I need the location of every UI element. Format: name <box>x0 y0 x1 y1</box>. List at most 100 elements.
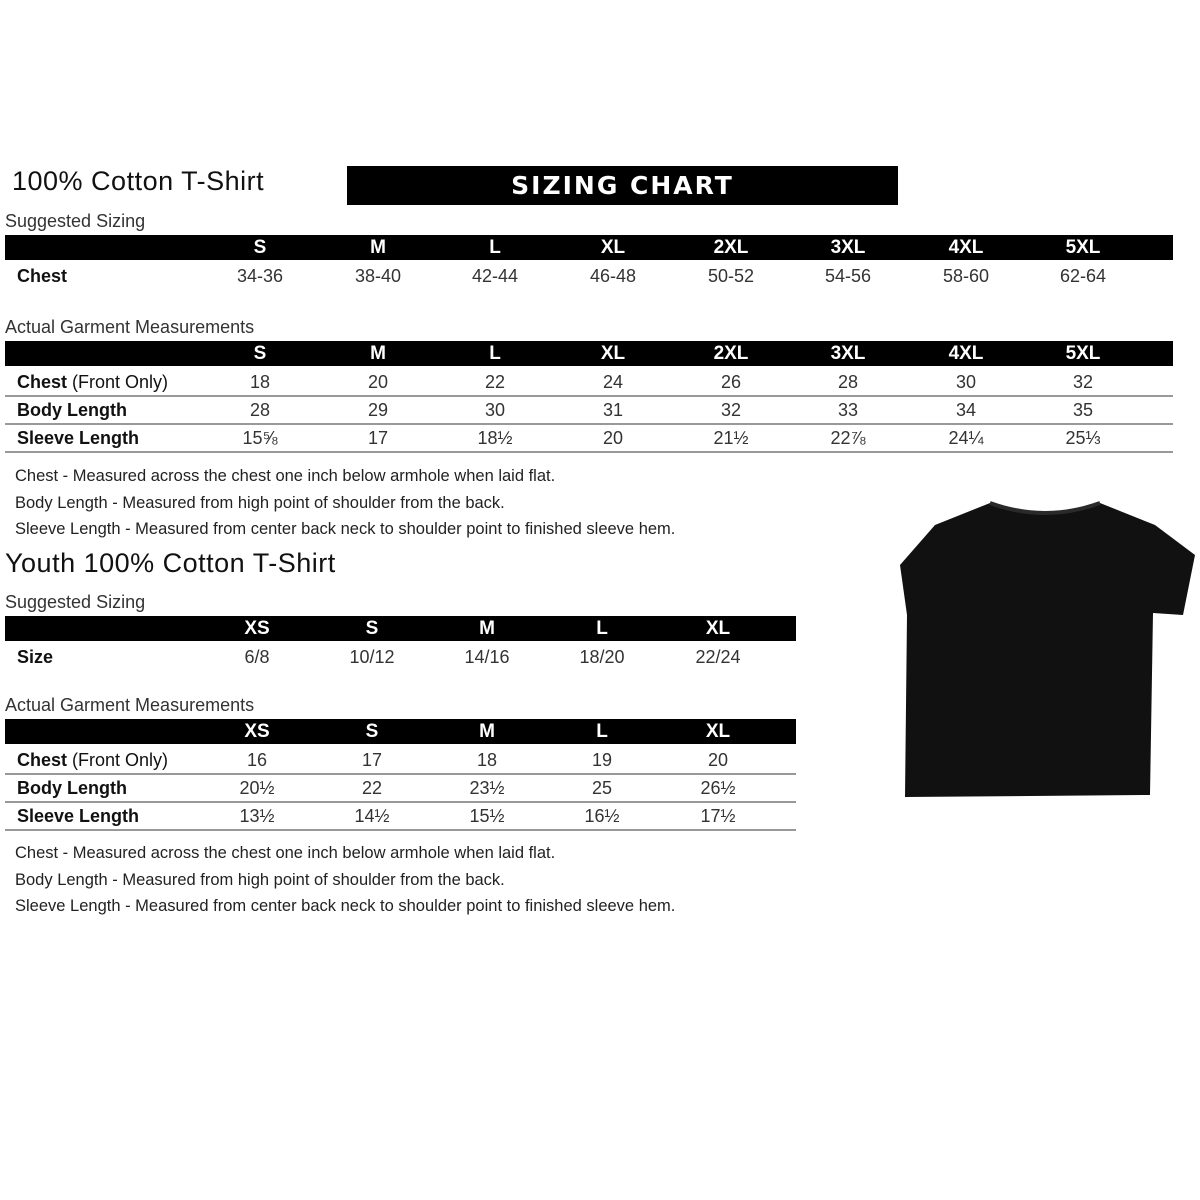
table-cell: 17 <box>361 750 383 770</box>
table-cell: 20½ <box>239 778 275 798</box>
table-cell: 20 <box>367 372 389 392</box>
table-cell: 23½ <box>469 778 505 798</box>
table-cell: 18 <box>476 750 498 770</box>
size-header: 3XL <box>830 343 866 364</box>
size-header: XL <box>705 618 731 639</box>
table-cell: 22/24 <box>695 647 741 667</box>
size-header: XL <box>705 721 731 742</box>
measurement-note: Chest - Measured across the chest one in… <box>15 467 556 485</box>
table-row: Sleeve Length 15⅝ 17 18½ 20 21½ 22⅞ 24¼ 25⅓ <box>5 424 1173 452</box>
size-header-bar: S M L XL 2XL 3XL 4XL 5XL <box>5 235 1173 260</box>
size-header: L <box>489 237 501 258</box>
size-header: M <box>479 721 495 742</box>
row-label-suffix: (Front Only) <box>67 750 169 770</box>
size-header: 2XL <box>713 343 749 364</box>
table-cell: 58-60 <box>942 266 990 286</box>
table-cell: 32 <box>720 400 742 420</box>
size-header: M <box>479 618 495 639</box>
table-cell: 19 <box>591 750 613 770</box>
table-cell: 22 <box>361 778 383 798</box>
table-cell: 38-40 <box>354 266 402 286</box>
size-header: M <box>370 343 386 364</box>
table-cell: 54-56 <box>824 266 872 286</box>
adult-suggested-label: Suggested Sizing <box>5 211 146 231</box>
adult-suggested-table: S M L XL 2XL 3XL 4XL 5XL Chest 34-36 38-40 42-44 46-… <box>5 235 1173 286</box>
table-cell: 33 <box>837 400 859 420</box>
table-row: Chest 34-36 38-40 42-44 46-48 50-52 54-56 58-60… <box>5 262 1173 290</box>
table-row: Body Length 28 29 30 31 32 33 34 35 <box>5 396 1173 424</box>
table-cell: 46-48 <box>589 266 637 286</box>
table-cell: 28 <box>249 400 271 420</box>
row-label-main: Body Length <box>17 400 127 420</box>
size-header: XS <box>244 721 270 742</box>
table-cell: 13½ <box>239 806 275 826</box>
measurement-note: Chest - Measured across the chest one in… <box>15 844 556 862</box>
table-row: Chest (Front Only) 18 20 22 24 26 28 30 32 <box>5 368 1173 396</box>
size-header: 4XL <box>948 237 984 258</box>
size-header-bar: S M L XL 2XL 3XL 4XL 5XL <box>5 341 1173 366</box>
row-divider <box>5 801 796 803</box>
table-cell: 30 <box>955 372 977 392</box>
table-cell: 20 <box>602 428 624 448</box>
row-label: Chest (Front Only) <box>17 368 168 396</box>
table-cell: 30 <box>484 400 506 420</box>
row-label: Body Length <box>17 774 127 802</box>
row-divider <box>5 395 1173 397</box>
row-label-main: Chest <box>17 750 68 770</box>
measurement-note: Body Length - Measured from high point o… <box>15 870 505 889</box>
size-header: L <box>596 721 608 742</box>
table-cell: 26 <box>720 372 742 392</box>
row-divider <box>5 451 1173 453</box>
size-header: S <box>253 237 267 258</box>
row-label-main: Sleeve Length <box>17 806 140 826</box>
table-cell: 25⅓ <box>1065 428 1101 448</box>
size-header-bar: XS S M L XL <box>5 719 796 744</box>
row-divider <box>5 829 796 831</box>
row-label: Body Length <box>17 396 127 424</box>
size-header: L <box>489 343 501 364</box>
table-cell: 34 <box>955 400 977 420</box>
table-cell: 28 <box>837 372 859 392</box>
row-label: Chest (Front Only) <box>17 746 168 774</box>
table-cell: 18½ <box>477 428 513 448</box>
table-cell: 24 <box>602 372 624 392</box>
table-row: Sleeve Length 13½ 14½ 15½ 16½ 17½ <box>5 802 796 830</box>
youth-suggested-label: Suggested Sizing <box>5 592 146 612</box>
table-cell: 14/16 <box>464 647 510 667</box>
table-cell: 14½ <box>354 806 390 826</box>
table-cell: 22⅞ <box>830 428 866 448</box>
size-header-bar: XS S M L XL <box>5 616 796 641</box>
youth-actual-label: Actual Garment Measurements <box>5 695 255 715</box>
table-cell: 35 <box>1072 400 1094 420</box>
size-header: 2XL <box>713 237 749 258</box>
table-cell: 21½ <box>713 428 749 448</box>
size-header: XS <box>244 618 270 639</box>
table-cell: 42-44 <box>471 266 519 286</box>
size-header: M <box>370 237 386 258</box>
youth-actual-table: XS S M L XL Chest (Front Only) 16 17 18 19 20 Body … <box>5 719 796 831</box>
adult-title: 100% Cotton T-Shirt <box>12 166 265 196</box>
row-label-main: Chest <box>17 372 68 392</box>
size-header: 5XL <box>1065 343 1101 364</box>
row-label: Sleeve Length <box>17 802 139 830</box>
table-cell: 29 <box>367 400 389 420</box>
table-cell: 16½ <box>584 806 620 826</box>
table-cell: 24¼ <box>948 428 984 448</box>
table-cell: 34-36 <box>236 266 284 286</box>
row-label: Size <box>17 643 53 671</box>
row-divider <box>5 773 796 775</box>
table-cell: 25 <box>591 778 613 798</box>
table-row: Chest (Front Only) 16 17 18 19 20 <box>5 746 796 774</box>
measurement-note: Body Length - Measured from high point o… <box>15 493 505 512</box>
table-cell: 62-64 <box>1059 266 1107 286</box>
sizing-chart-banner: SIZING CHART <box>347 166 898 205</box>
row-label: Sleeve Length <box>17 424 139 452</box>
adult-actual-table: S M L XL 2XL 3XL 4XL 5XL Chest (Front Only) 18 20 2… <box>5 341 1173 453</box>
size-header: 3XL <box>830 237 866 258</box>
row-label-suffix: (Front Only) <box>67 372 169 392</box>
table-cell: 17½ <box>700 806 736 826</box>
youth-title: Youth 100% Cotton T-Shirt <box>5 548 336 578</box>
size-header: XL <box>600 237 626 258</box>
table-cell: 10/12 <box>349 647 395 667</box>
